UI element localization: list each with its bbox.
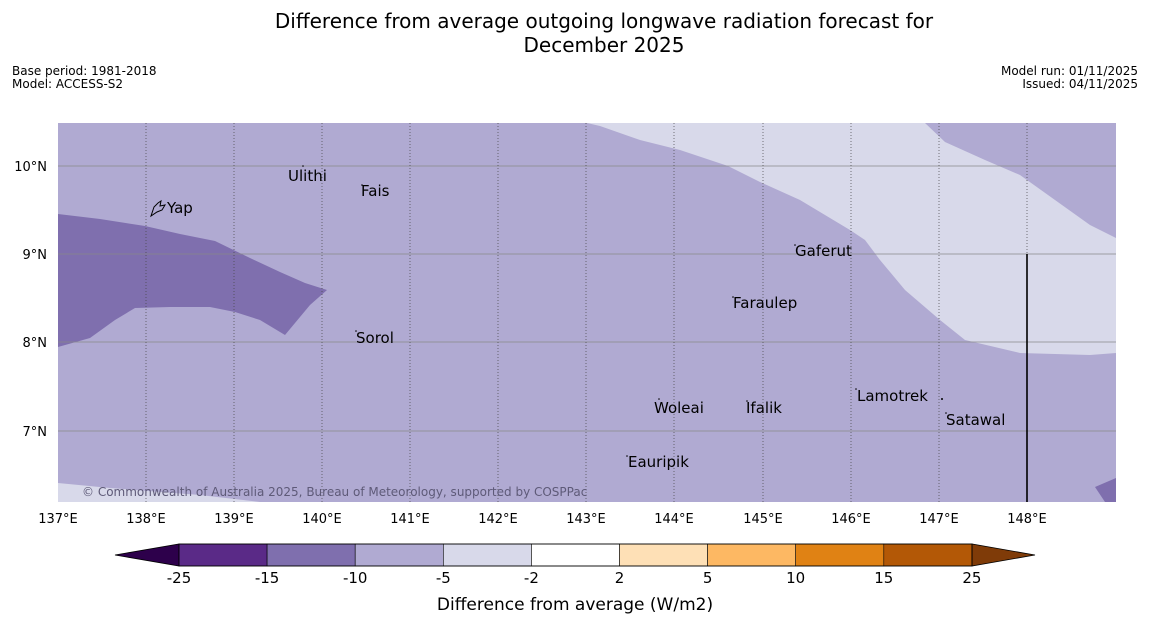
lon-label-139: 139°E (214, 512, 254, 527)
place-ifalik: Ifalik (746, 399, 782, 417)
issued-text: Issued: 04/11/2025 (1022, 77, 1138, 91)
colorbar: -25 -15 -10 -5 -2 2 5 10 15 25 Difference from av… (114, 543, 1036, 615)
place-lamotrek: Lamotrek (857, 387, 928, 405)
dot-fais (361, 184, 363, 186)
place-gaferut: Gaferut (795, 242, 852, 260)
model-text: Model: ACCESS-S2 (12, 77, 124, 91)
colorbar-segment (707, 543, 796, 567)
lon-label-140: 140°E (302, 512, 342, 527)
colorbar-frame (178, 543, 973, 567)
colorbar-segment (531, 543, 620, 567)
model-run-text: Model run: 01/11/2025 (1000, 64, 1138, 78)
colorbar-over-triangle (971, 543, 1036, 567)
place-satawal: Satawal (946, 411, 1005, 429)
dot-sorol (355, 330, 357, 332)
field-dark-region (58, 214, 327, 347)
yap-island-shape (150, 199, 167, 218)
lat-label-10: 10°N (14, 160, 47, 175)
place-ulithi: Ulithi (288, 167, 327, 185)
field-dark-corner (1095, 478, 1116, 502)
copyright-text: © Commonwealth of Australia 2025, Bureau… (82, 485, 587, 499)
colorbar-segment (266, 543, 356, 567)
lon-label-141: 141°E (390, 512, 430, 527)
lat-label-8: 8°N (23, 336, 48, 351)
dot-satawal (945, 412, 947, 414)
dot-ifalik (746, 400, 748, 402)
place-fais: Fais (361, 182, 390, 200)
dot-lamotrek-e (941, 398, 943, 400)
colorbar-segment (619, 543, 708, 567)
place-yap: Yap (166, 199, 193, 217)
place-eauripik: Eauripik (628, 453, 689, 471)
colorbar-tick-label: 25 (962, 569, 981, 587)
colorbar-tick-label: -25 (167, 569, 192, 587)
colorbar-tick-label: 15 (874, 569, 893, 587)
title-line-1: Difference from average outgoing longwav… (274, 9, 934, 33)
colorbar-tick-label: 2 (615, 569, 625, 587)
lon-label-145: 145°E (743, 512, 783, 527)
colorbar-title: Difference from average (W/m2) (437, 595, 713, 615)
colorbar-segment (442, 543, 532, 567)
place-woleai: Woleai (654, 399, 704, 417)
lon-label-147: 147°E (919, 512, 959, 527)
dot-eauripik (626, 455, 628, 457)
colorbar-tick-label: -5 (436, 569, 451, 587)
lon-label-138: 138°E (126, 512, 166, 527)
lon-label-146: 146°E (831, 512, 871, 527)
colorbar-tick-label: 5 (703, 569, 713, 587)
lon-label-143: 143°E (566, 512, 606, 527)
colorbar-under-triangle (114, 543, 180, 567)
colorbar-tick-label: 10 (786, 569, 805, 587)
colorbar-tick-label: -2 (524, 569, 539, 587)
lon-label-144: 144°E (654, 512, 694, 527)
lat-label-9: 9°N (23, 248, 48, 263)
dot-ulithi (302, 165, 304, 167)
colorbar-tick-label: -10 (343, 569, 368, 587)
dot-lamotrek (855, 388, 857, 390)
meta-right: Model run: 01/11/2025 Issued: 04/11/2025 (1001, 65, 1138, 91)
field-light-region (587, 123, 1116, 355)
colorbar-segment (795, 543, 885, 567)
colorbar-segment (883, 543, 973, 567)
dot-gaferut (794, 244, 796, 246)
colorbar-segment (354, 543, 444, 567)
title-line-2: December 2025 (523, 33, 685, 57)
base-period-text: Base period: 1981-2018 (12, 64, 157, 78)
map-title: Difference from average outgoing longwav… (0, 9, 1150, 57)
dot-faraulep (732, 296, 734, 298)
lon-label-142: 142°E (478, 512, 518, 527)
meta-left: Base period: 1981-2018 Model: ACCESS-S2 (12, 65, 157, 91)
field-light-strip (58, 483, 260, 502)
lon-label-148: 148°E (1007, 512, 1047, 527)
colorbar-segment (178, 543, 268, 567)
olr-field: Yap Ulithi Fais Sorol Gaferut Faraulep W… (58, 123, 1116, 502)
lon-label-137: 137°E (38, 512, 78, 527)
lat-label-7: 7°N (23, 425, 48, 440)
place-sorol: Sorol (356, 329, 394, 347)
dot-woleai (658, 398, 660, 400)
colorbar-tick-label: -15 (255, 569, 280, 587)
place-faraulep: Faraulep (733, 294, 797, 312)
